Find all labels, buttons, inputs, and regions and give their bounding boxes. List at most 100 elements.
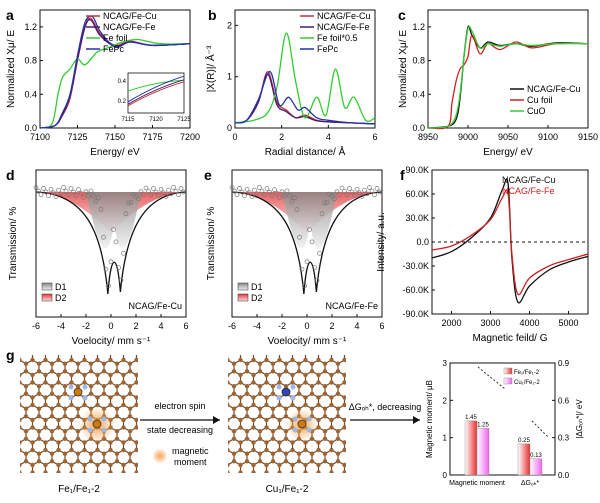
- y-tick-label: -90.0K: [402, 309, 429, 319]
- y-tick-label: 90.0K: [405, 165, 429, 175]
- data-point: [113, 239, 119, 245]
- structure-fe1-fe1-2: Fe₁/Fe₁-2: [20, 355, 138, 495]
- y-tick-label: 1: [227, 72, 232, 82]
- y-tick-label: 1.2: [412, 22, 425, 32]
- y-tick-label: 60.0K: [405, 189, 429, 199]
- legend-entry: Cu₁/Fe₁-2: [514, 380, 540, 386]
- x-category-label: Magnetic moment: [449, 480, 505, 487]
- arrow-text: ΔGₒₕ*, decreasing: [349, 402, 422, 412]
- legend-entry: Fe₁/Fe₁-2: [514, 370, 540, 376]
- data-point: [309, 239, 315, 245]
- panel-letter: g: [6, 347, 15, 363]
- n-atom: [87, 427, 93, 433]
- data-point: [56, 187, 61, 193]
- data-point: [38, 192, 44, 198]
- n-atom: [87, 416, 93, 422]
- data-point: [372, 192, 377, 198]
- x-tick-label: -4: [57, 321, 65, 331]
- inset-line: [127, 81, 185, 107]
- sample-label: NCAG/Fe-Cu: [128, 301, 182, 311]
- trend-arrow: [477, 366, 506, 390]
- legend-entry: FePc: [103, 44, 125, 54]
- fit-curve: [231, 191, 383, 295]
- data-point: [229, 185, 235, 190]
- legend-entry: D1: [55, 282, 67, 292]
- legend-entry: D1: [251, 282, 263, 292]
- panel-g-bar-chart: 0 1 2 3 0.0 0.3 0.6 0.9 Magnetic moment/ μB |ΔGₒₕ…: [425, 359, 584, 487]
- x-axis-label: Radial distance/ Å: [265, 145, 346, 158]
- legend-swatch: [41, 293, 53, 302]
- data-point: [161, 190, 166, 196]
- graphene-sheet: [20, 355, 138, 473]
- data-point: [289, 199, 295, 204]
- data-point: [96, 195, 101, 201]
- data-point: [344, 192, 350, 198]
- data-point: [101, 234, 106, 240]
- data-point: [342, 189, 347, 194]
- bar: [529, 458, 543, 476]
- data-point: [48, 186, 54, 192]
- inset-x-tick-label: 7125: [177, 117, 191, 123]
- data-point: [319, 211, 325, 217]
- data-point: [349, 189, 355, 195]
- series-line-fe-foil: [39, 38, 191, 129]
- legend-text: moment: [174, 457, 207, 467]
- data-point: [242, 193, 247, 198]
- data-point: [334, 189, 340, 195]
- sample-label: NCAG/Fe-Fe: [325, 301, 378, 311]
- data-point: [299, 266, 305, 272]
- x-axis-label: Magnetic feild/ G: [472, 333, 547, 344]
- data-point: [322, 200, 327, 206]
- bar-data-label: 0.13: [530, 453, 542, 459]
- y-tick-label: 0.0: [412, 123, 425, 133]
- panel-letter: c: [398, 7, 406, 23]
- y-axis-label: Magnetic moment/ μB: [425, 380, 434, 458]
- data-point: [91, 193, 96, 199]
- panel-letter: f: [400, 167, 405, 183]
- legend-entry: CuO: [527, 106, 546, 116]
- y-axis-label: Transmission/ %: [8, 207, 19, 281]
- data-point: [297, 234, 302, 240]
- data-point: [116, 265, 121, 270]
- x-tick-label: -6: [228, 321, 236, 331]
- panel-letter: e: [204, 167, 212, 183]
- data-point: [133, 193, 139, 199]
- data-point: [88, 188, 94, 194]
- data-point: [173, 188, 179, 194]
- data-point: [269, 193, 275, 199]
- x-tick-label: 9050: [498, 132, 518, 142]
- data-point: [168, 191, 174, 197]
- y-tick-label: 0: [443, 471, 448, 480]
- x-tick-label: 4: [354, 321, 359, 331]
- panel-letter: d: [6, 167, 15, 183]
- data-point: [41, 186, 46, 191]
- data-point: [272, 187, 277, 192]
- data-point: [73, 193, 79, 199]
- d1-subspectrum: [86, 192, 141, 249]
- legend-entry: NCAG/Fe-Fe: [502, 186, 555, 196]
- data-point: [171, 185, 176, 190]
- x-tick-label: 6: [183, 321, 188, 331]
- data-point: [377, 189, 382, 195]
- legend-entry: Fe foil: [103, 33, 128, 43]
- n-atom: [68, 384, 74, 390]
- fe-atom: [297, 419, 307, 429]
- data-point: [78, 191, 84, 196]
- legend-entry: NCAG/Fe-Fe: [317, 22, 370, 32]
- legend-swatch: [41, 282, 53, 291]
- data-point: [61, 185, 66, 190]
- y-tick-label: -30.0K: [402, 261, 429, 271]
- n-atom: [68, 395, 74, 401]
- bar: [476, 428, 490, 476]
- structure-label: Fe₁/Fe₁-2: [58, 484, 100, 495]
- data-point: [244, 186, 250, 192]
- data-point: [332, 196, 337, 202]
- n-atom: [306, 416, 312, 422]
- x-tick-label: 0: [304, 321, 309, 331]
- data-point: [374, 186, 380, 191]
- data-point: [257, 185, 262, 190]
- panel-f: f 2000 3000 4000 5000 90.0K 60.0K 30.0K 0.0 -30.0…: [376, 165, 589, 344]
- y-tick-label: 0.8: [412, 56, 425, 66]
- y-tick-label: 1.2: [24, 22, 37, 32]
- legend-entry: NCAG/Fe-Cu: [527, 84, 581, 94]
